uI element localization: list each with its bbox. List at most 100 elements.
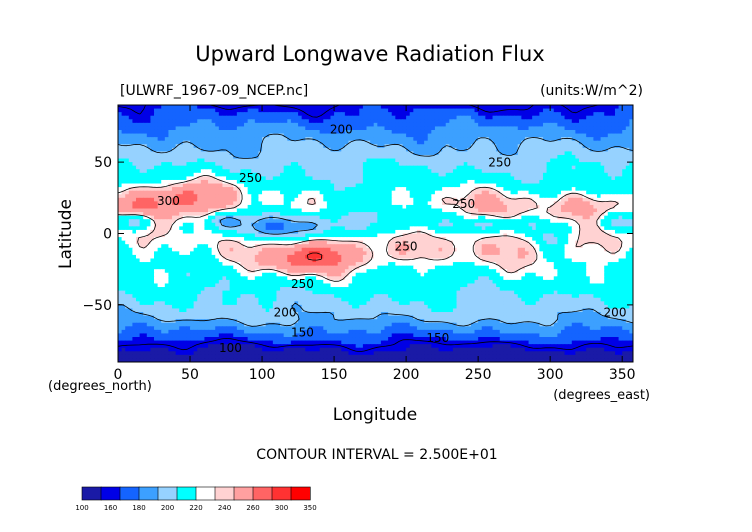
flux-cell: [370, 165, 375, 170]
flux-cell: [352, 115, 357, 120]
flux-cell: [528, 190, 533, 195]
flux-cell: [571, 201, 576, 206]
flux-cell: [283, 119, 288, 124]
flux-cell: [564, 187, 569, 192]
flux-cell: [514, 112, 519, 117]
flux-cell: [596, 222, 602, 227]
flux-cell: [200, 133, 206, 138]
flux-cell: [193, 129, 198, 135]
flux-cell: [485, 194, 490, 199]
flux-cell: [593, 204, 598, 210]
flux-cell: [316, 158, 321, 163]
flux-cell: [316, 147, 321, 152]
flux-cell: [416, 140, 422, 145]
flux-cell: [161, 154, 166, 160]
flux-cell: [589, 183, 594, 188]
flux-cell: [272, 140, 278, 145]
flux-cell: [283, 208, 288, 213]
flux-cell: [514, 222, 519, 227]
flux-cell: [553, 169, 558, 174]
flux-cell: [146, 140, 152, 145]
flux-cell: [247, 158, 252, 163]
flux-cell: [593, 208, 598, 213]
flux-cell: [132, 179, 137, 185]
flux-cell: [312, 147, 317, 152]
flux-cell: [568, 197, 573, 202]
flux-cell: [139, 137, 144, 142]
flux-cell: [510, 187, 515, 192]
flux-cell: [546, 147, 551, 152]
flux-cell: [128, 197, 133, 202]
flux-cell: [391, 197, 396, 202]
flux-cell: [211, 172, 216, 177]
flux-cell: [186, 165, 191, 170]
flux-cell: [208, 108, 213, 113]
flux-cell: [510, 112, 515, 117]
flux-cell: [341, 115, 346, 120]
flux-cell: [445, 126, 450, 131]
flux-cell: [391, 219, 396, 224]
flux-cell: [287, 176, 292, 181]
flux-cell: [560, 222, 566, 227]
flux-cell: [460, 162, 465, 167]
flux-cell: [625, 108, 630, 113]
flux-cell: [276, 112, 281, 117]
flux-cell: [434, 226, 440, 231]
flux-cell: [557, 194, 562, 199]
flux-cell: [312, 108, 317, 113]
flux-cell: [359, 129, 364, 135]
flux-cell: [445, 122, 450, 128]
flux-cell: [413, 190, 418, 195]
flux-cell: [323, 172, 328, 177]
flux-cell: [589, 158, 594, 163]
flux-cell: [456, 226, 461, 231]
flux-cell: [157, 151, 162, 156]
flux-cell: [316, 204, 321, 210]
flux-cell: [136, 133, 141, 138]
flux-cell: [164, 179, 170, 185]
flux-cell: [283, 158, 288, 163]
flux-cell: [226, 129, 231, 135]
flux-cell: [334, 133, 339, 138]
flux-cell: [532, 165, 537, 170]
flux-cell: [370, 144, 375, 149]
flux-cell: [535, 105, 540, 110]
flux-cell: [370, 158, 375, 163]
flux-cell: [607, 162, 612, 167]
flux-cell: [593, 190, 598, 195]
flux-cell: [402, 154, 407, 160]
flux-cell: [528, 112, 533, 117]
flux-cell: [524, 108, 530, 113]
flux-cell: [499, 144, 504, 149]
flux-cell: [506, 183, 512, 188]
flux-cell: [499, 115, 504, 120]
flux-cell: [557, 119, 562, 124]
flux-cell: [449, 176, 454, 181]
flux-cell: [517, 197, 522, 202]
flux-cell: [488, 105, 494, 110]
flux-cell: [586, 190, 591, 195]
flux-cell: [514, 204, 519, 210]
flux-cell: [229, 154, 234, 160]
flux-cell: [215, 201, 220, 206]
flux-cell: [470, 208, 476, 213]
flux-cell: [532, 190, 537, 195]
flux-cell: [168, 219, 173, 224]
flux-cell: [323, 108, 328, 113]
flux-cell: [222, 215, 227, 220]
flux-cell: [150, 129, 155, 135]
flux-cell: [229, 183, 234, 188]
flux-cell: [136, 119, 141, 124]
flux-cell: [467, 197, 472, 202]
flux-cell: [344, 165, 350, 170]
flux-cell: [420, 208, 425, 213]
flux-cell: [431, 226, 436, 231]
flux-cell: [434, 194, 440, 199]
flux-cell: [564, 165, 569, 170]
flux-cell: [614, 194, 620, 199]
flux-cell: [539, 197, 544, 202]
flux-cell: [330, 179, 335, 185]
flux-cell: [503, 169, 508, 174]
flux-cell: [564, 204, 569, 210]
